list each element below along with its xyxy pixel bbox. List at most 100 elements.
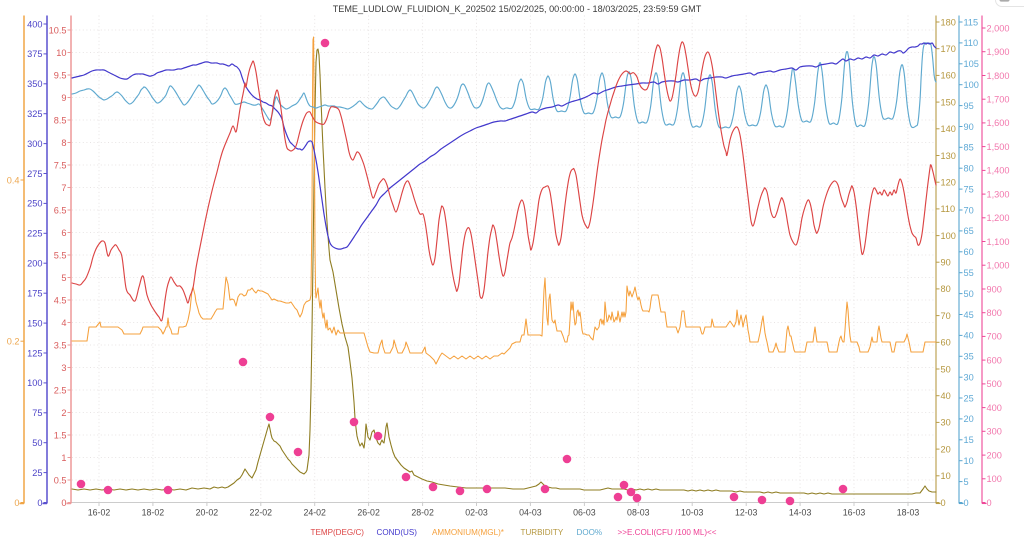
svg-text:600: 600 xyxy=(987,355,1002,365)
svg-text:5: 5 xyxy=(964,477,969,487)
svg-text:6: 6 xyxy=(61,228,66,238)
svg-text:02-03: 02-03 xyxy=(465,508,488,518)
svg-text:120: 120 xyxy=(941,178,956,188)
svg-text:2,000: 2,000 xyxy=(987,23,1010,33)
svg-text:55: 55 xyxy=(964,268,974,278)
svg-text:1,900: 1,900 xyxy=(987,47,1010,57)
svg-text:15: 15 xyxy=(964,435,974,445)
svg-text:06-03: 06-03 xyxy=(573,508,596,518)
svg-text:2.5: 2.5 xyxy=(54,385,67,395)
svg-text:0: 0 xyxy=(987,498,992,508)
svg-text:0: 0 xyxy=(964,498,969,508)
svg-text:0: 0 xyxy=(941,498,946,508)
svg-text:105: 105 xyxy=(964,59,979,69)
svg-text:1,400: 1,400 xyxy=(987,166,1010,176)
svg-text:110: 110 xyxy=(941,204,956,214)
svg-text:100: 100 xyxy=(987,474,1002,484)
svg-text:85: 85 xyxy=(964,143,974,153)
svg-text:225: 225 xyxy=(27,229,42,239)
svg-text:16-03: 16-03 xyxy=(843,508,866,518)
svg-text:45: 45 xyxy=(964,310,974,320)
svg-text:10: 10 xyxy=(56,48,66,58)
svg-text:125: 125 xyxy=(27,348,42,358)
svg-text:70: 70 xyxy=(964,205,974,215)
svg-text:35: 35 xyxy=(964,352,974,362)
svg-text:25: 25 xyxy=(32,468,42,478)
svg-text:TURBIDITY: TURBIDITY xyxy=(521,528,564,537)
svg-text:90: 90 xyxy=(964,122,974,132)
svg-text:50: 50 xyxy=(32,438,42,448)
svg-text:0.5: 0.5 xyxy=(54,475,67,485)
svg-text:95: 95 xyxy=(964,101,974,111)
svg-text:60: 60 xyxy=(941,338,951,348)
svg-text:75: 75 xyxy=(964,184,974,194)
svg-text:500: 500 xyxy=(987,379,1002,389)
svg-text:04-03: 04-03 xyxy=(519,508,542,518)
svg-text:AMMONIUM(MGL)*: AMMONIUM(MGL)* xyxy=(432,528,505,537)
svg-text:100: 100 xyxy=(964,80,979,90)
svg-text:5: 5 xyxy=(61,273,66,283)
svg-text:80: 80 xyxy=(941,284,951,294)
svg-text:140: 140 xyxy=(941,124,956,134)
svg-text:25: 25 xyxy=(964,393,974,403)
svg-text:9: 9 xyxy=(61,93,66,103)
svg-text:18-03: 18-03 xyxy=(897,508,920,518)
svg-text:80: 80 xyxy=(964,164,974,174)
svg-text:10.5: 10.5 xyxy=(49,25,67,35)
svg-text:0.2: 0.2 xyxy=(7,337,20,347)
svg-text:3.5: 3.5 xyxy=(54,340,67,350)
svg-text:26-02: 26-02 xyxy=(357,508,380,518)
svg-text:1,800: 1,800 xyxy=(987,71,1010,81)
svg-text:7.5: 7.5 xyxy=(54,160,67,170)
svg-text:10-03: 10-03 xyxy=(681,508,704,518)
svg-text:1: 1 xyxy=(61,453,66,463)
svg-text:20: 20 xyxy=(941,444,951,454)
svg-text:12-03: 12-03 xyxy=(735,508,758,518)
svg-text:20: 20 xyxy=(964,414,974,424)
svg-text:200: 200 xyxy=(27,259,42,269)
svg-text:10: 10 xyxy=(964,456,974,466)
svg-text:6.5: 6.5 xyxy=(54,205,67,215)
svg-text:4: 4 xyxy=(61,318,66,328)
svg-text:150: 150 xyxy=(27,318,42,328)
svg-text:900: 900 xyxy=(987,284,1002,294)
svg-text:90: 90 xyxy=(941,258,951,268)
svg-text:10: 10 xyxy=(941,471,951,481)
svg-text:400: 400 xyxy=(987,403,1002,413)
svg-text:275: 275 xyxy=(27,169,42,179)
svg-text:22-02: 22-02 xyxy=(250,508,273,518)
svg-text:130: 130 xyxy=(941,151,956,161)
svg-text:5.5: 5.5 xyxy=(54,250,67,260)
svg-text:1,100: 1,100 xyxy=(987,237,1010,247)
svg-text:1,200: 1,200 xyxy=(987,213,1010,223)
svg-text:14-03: 14-03 xyxy=(789,508,812,518)
svg-text:28-02: 28-02 xyxy=(411,508,434,518)
svg-text:100: 100 xyxy=(27,378,42,388)
svg-text:2: 2 xyxy=(61,408,66,418)
svg-text:24-02: 24-02 xyxy=(303,508,326,518)
svg-text:8: 8 xyxy=(61,138,66,148)
svg-text:50: 50 xyxy=(964,289,974,299)
svg-text:TEMP(DEG/C): TEMP(DEG/C) xyxy=(311,528,365,537)
svg-text:1,700: 1,700 xyxy=(987,95,1010,105)
svg-text:250: 250 xyxy=(27,199,42,209)
svg-text:115: 115 xyxy=(964,17,979,27)
svg-text:50: 50 xyxy=(941,364,951,374)
svg-text:08-03: 08-03 xyxy=(627,508,650,518)
svg-text:1.5: 1.5 xyxy=(54,430,67,440)
svg-text:16-02: 16-02 xyxy=(88,508,111,518)
svg-text:65: 65 xyxy=(964,226,974,236)
svg-text:1,300: 1,300 xyxy=(987,189,1010,199)
svg-text:0: 0 xyxy=(61,498,66,508)
svg-text:3: 3 xyxy=(61,363,66,373)
svg-text:70: 70 xyxy=(941,311,951,321)
svg-text:1,500: 1,500 xyxy=(987,142,1010,152)
svg-text:>>E.COLI(CFU /100 ML)<<: >>E.COLI(CFU /100 ML)<< xyxy=(618,528,717,537)
svg-text:COND(US): COND(US) xyxy=(377,528,418,537)
svg-text:20-02: 20-02 xyxy=(196,508,219,518)
svg-text:1,600: 1,600 xyxy=(987,118,1010,128)
svg-text:150: 150 xyxy=(941,97,956,107)
svg-text:1,000: 1,000 xyxy=(987,261,1010,271)
svg-text:0: 0 xyxy=(14,498,19,508)
svg-text:40: 40 xyxy=(941,391,951,401)
